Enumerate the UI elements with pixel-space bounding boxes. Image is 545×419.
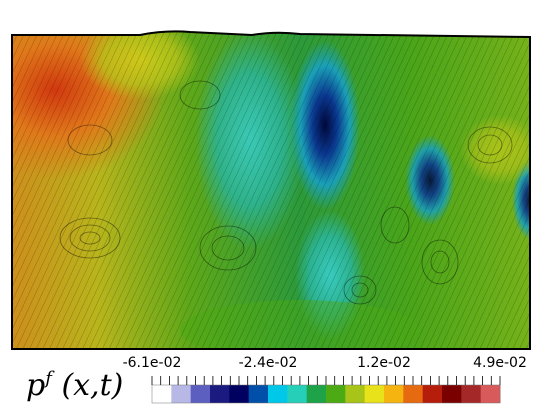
colorbar-title: pf (x,t)	[26, 368, 123, 403]
colorbar-segment	[248, 385, 269, 403]
colorbar-tick-label: 1.2e-02	[357, 355, 411, 371]
colorbar-segment	[384, 385, 404, 403]
colorbar-segment	[229, 385, 250, 403]
colorbar-tick-label: -2.4e-02	[238, 355, 298, 371]
colorbar-segment	[268, 385, 288, 403]
colorbar-segment	[403, 385, 424, 403]
colorbar-tick-label: -6.1e-02	[122, 355, 182, 371]
pressure-field	[12, 31, 530, 350]
colorbar-segment	[171, 385, 192, 403]
colorbar-segment	[345, 385, 366, 403]
colorbar-segment	[190, 385, 211, 403]
colorbar-segment	[210, 385, 230, 403]
colorbar-segment	[442, 385, 462, 403]
colorbar-segment	[287, 385, 308, 403]
colorbar-segment	[364, 385, 385, 403]
domain-outline	[11, 30, 531, 350]
colorbar-ticks	[151, 376, 501, 385]
colorbar-title-sup: f	[45, 368, 52, 389]
colorbar-segment	[461, 385, 482, 403]
colorbar-segment	[422, 385, 443, 403]
colorbar-segment	[326, 385, 346, 403]
colorbar-tick-label: 4.9e-02	[473, 355, 527, 371]
colorbar-segment	[152, 385, 172, 403]
colorbar-title-base: p	[26, 368, 46, 403]
colorbar	[152, 385, 501, 403]
colorbar-segment	[306, 385, 327, 403]
colorbar-title-args: (x,t)	[61, 368, 124, 403]
colorbar-segment	[480, 385, 501, 403]
